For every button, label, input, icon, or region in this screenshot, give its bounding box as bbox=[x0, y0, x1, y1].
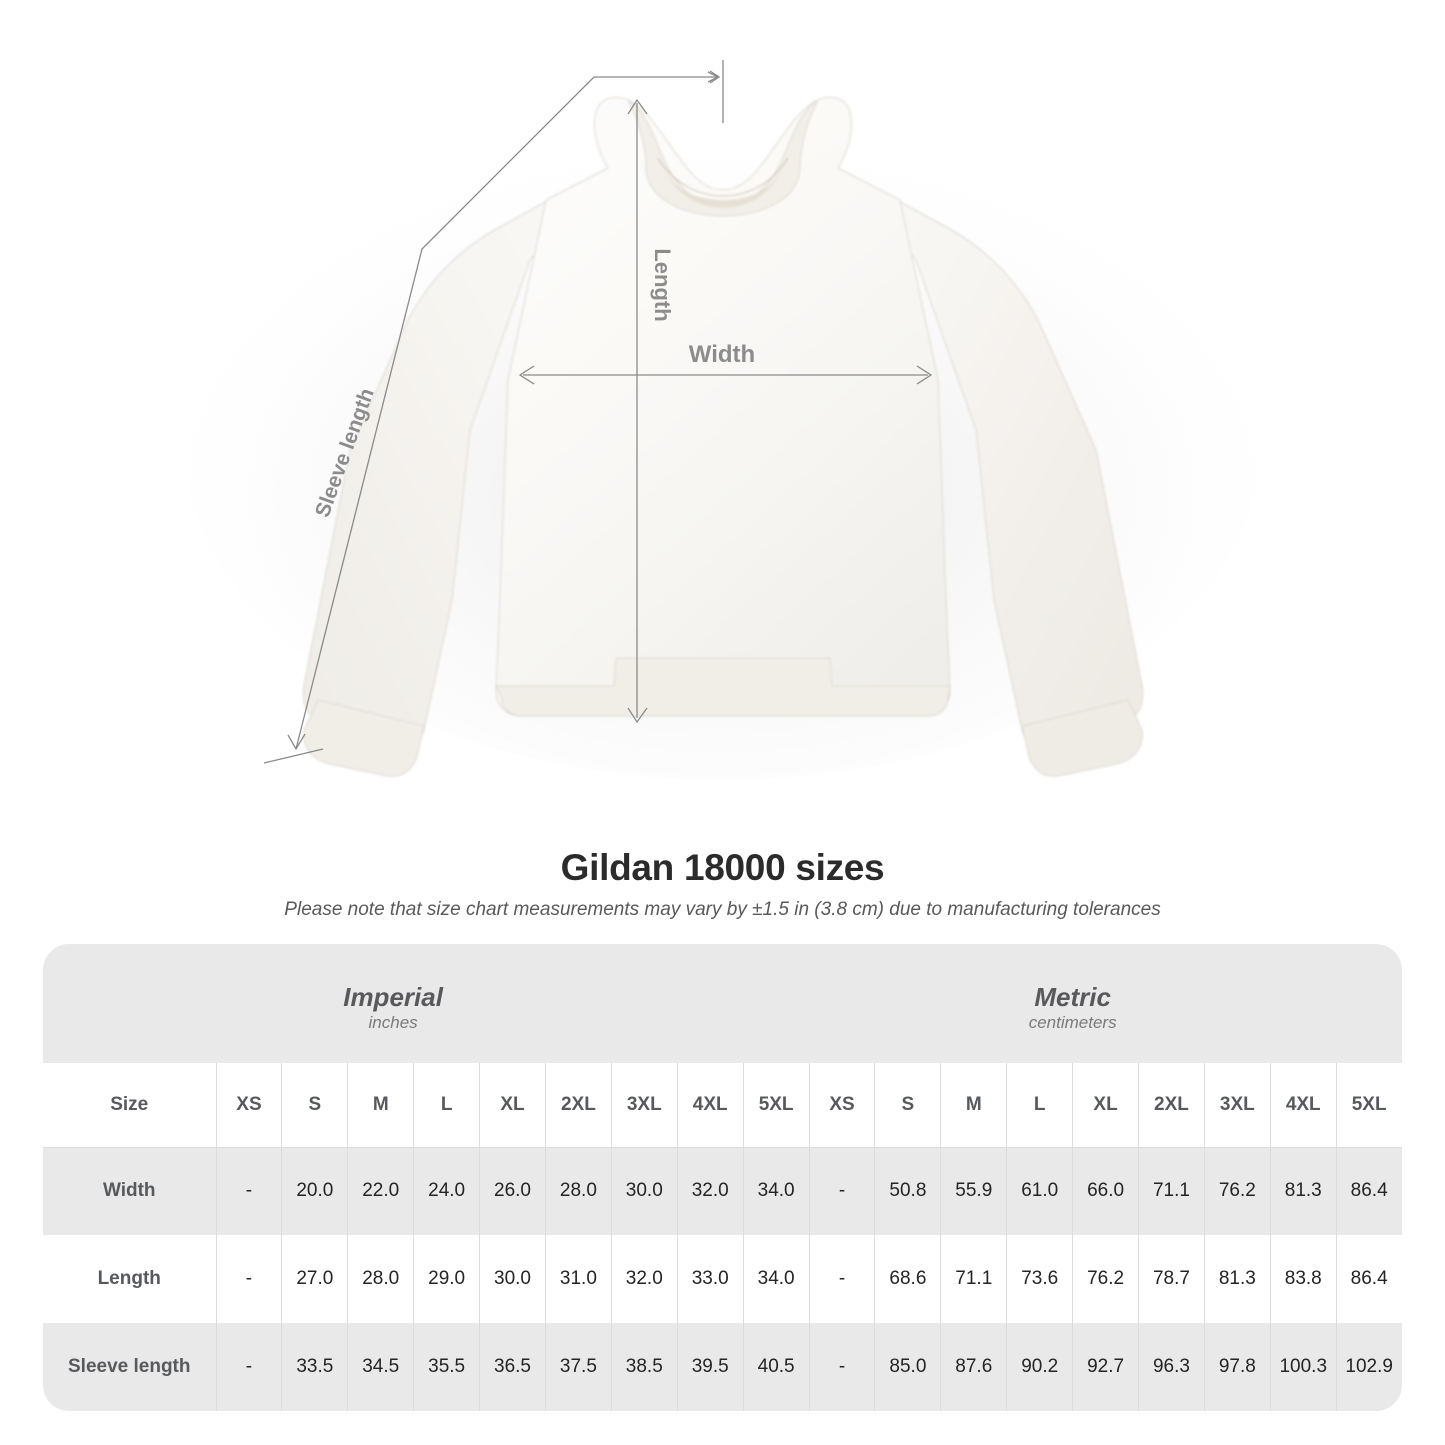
svg-text:Width: Width bbox=[689, 341, 755, 368]
svg-text:Length: Length bbox=[650, 248, 675, 321]
